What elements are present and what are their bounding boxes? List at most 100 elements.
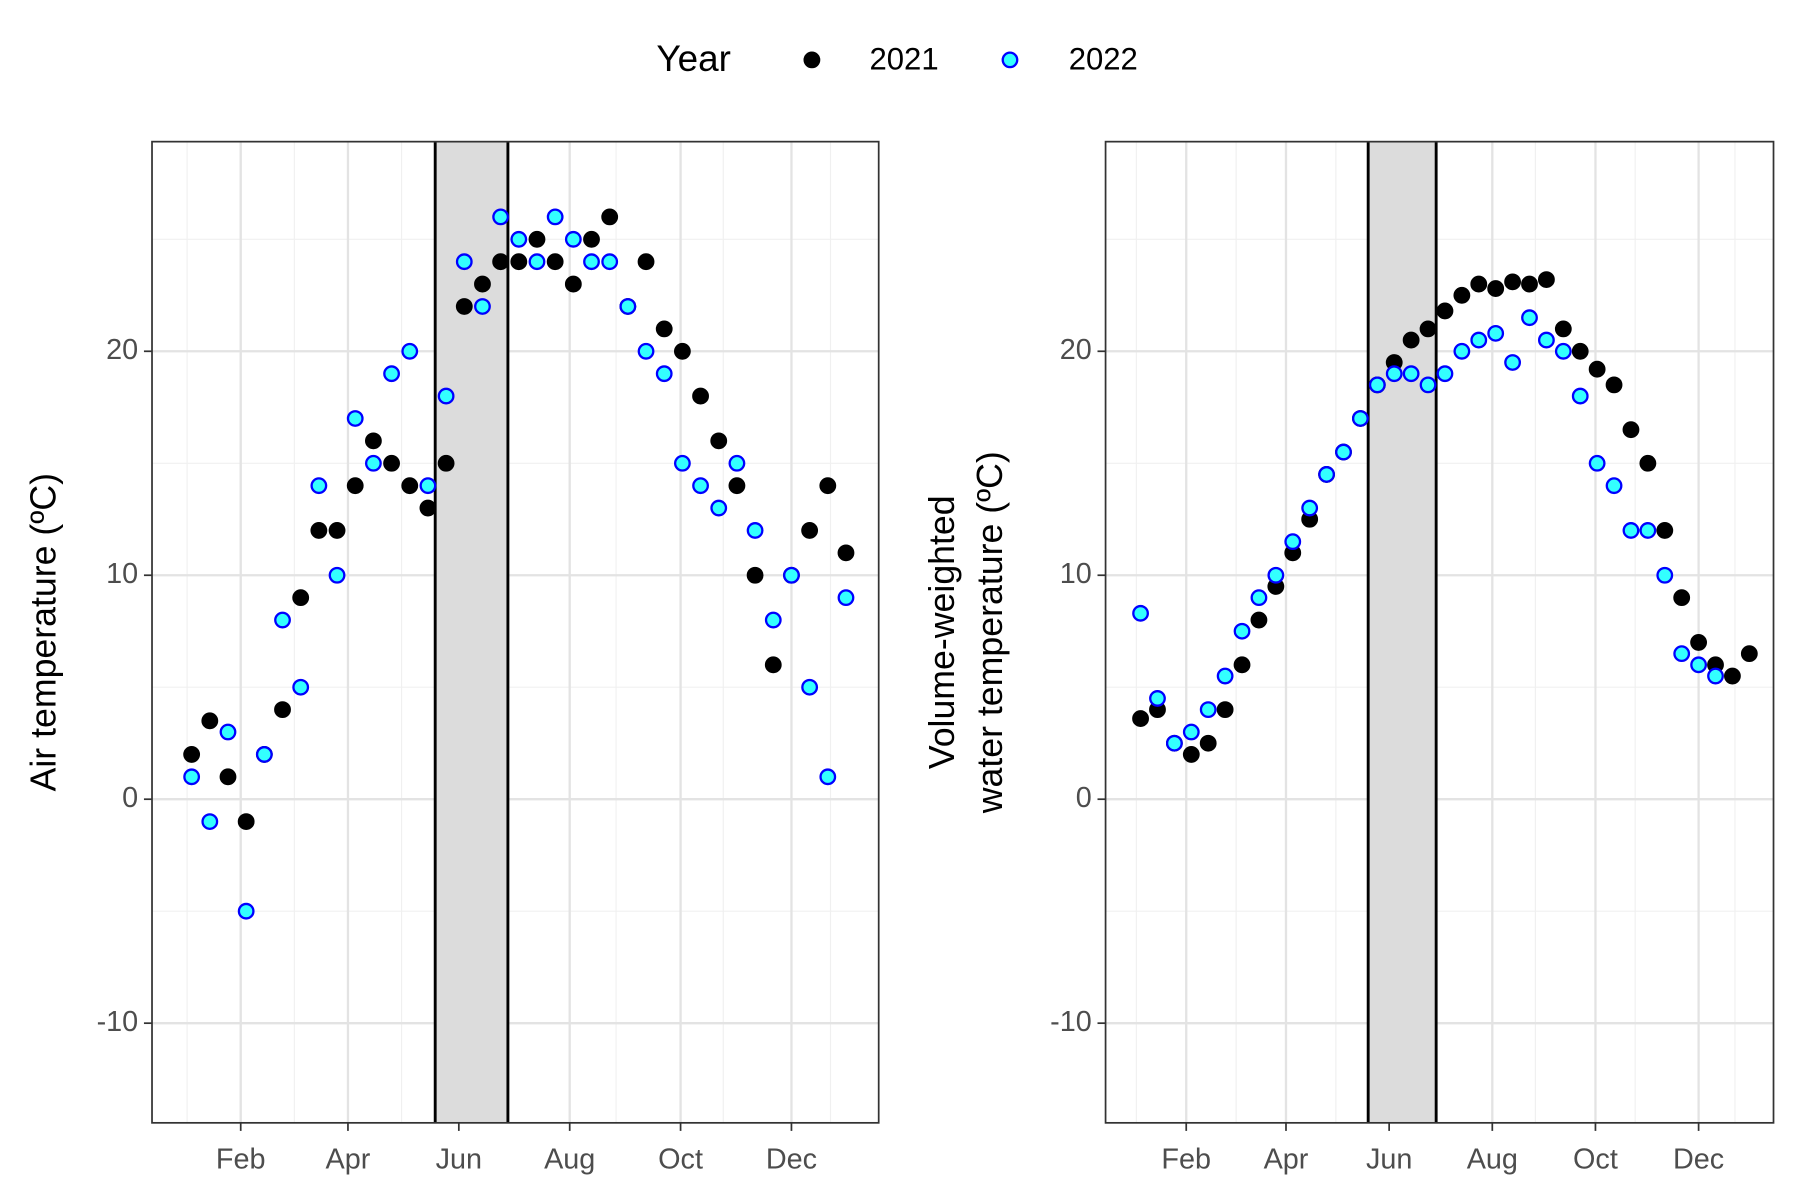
data-point <box>837 589 855 607</box>
data-point <box>819 768 837 786</box>
data-point <box>1436 302 1454 320</box>
data-point <box>1250 611 1268 629</box>
data-point <box>1605 376 1623 394</box>
x-tick-label: Apr <box>1264 1143 1309 1175</box>
data-point <box>673 342 691 360</box>
data-point <box>183 746 201 763</box>
data-point <box>346 410 364 427</box>
data-point <box>1622 421 1640 439</box>
x-tick-label: Jun <box>1366 1143 1412 1175</box>
x-tick-label: Feb <box>1161 1143 1211 1175</box>
data-point <box>819 477 837 495</box>
x-tick-label: Jun <box>436 1143 482 1175</box>
data-point <box>1504 273 1521 291</box>
legend-label: 2021 <box>869 41 938 76</box>
data-point <box>1385 365 1403 383</box>
data-point <box>1588 454 1606 472</box>
legend-marker <box>803 51 821 69</box>
x-tick-label: Oct <box>658 1143 703 1175</box>
data-point <box>619 298 637 315</box>
data-point <box>292 589 310 607</box>
data-point <box>401 342 419 360</box>
shaded-period <box>435 141 508 1123</box>
x-tick-label: Aug <box>1467 1143 1518 1175</box>
y-tick-label: 10 <box>106 558 138 590</box>
data-point <box>546 208 564 226</box>
data-point <box>1521 275 1538 293</box>
data-point <box>528 253 546 271</box>
data-point <box>1453 286 1471 304</box>
data-point <box>1639 454 1657 472</box>
data-point <box>1571 387 1589 405</box>
data-point <box>1605 477 1623 495</box>
data-point <box>492 253 510 271</box>
y-tick-label: 0 <box>122 782 138 814</box>
y-axis-title: water temperature (ºC) <box>970 451 1010 814</box>
data-point <box>292 678 310 696</box>
data-point <box>1335 443 1352 461</box>
data-point <box>1182 746 1200 763</box>
x-tick-label: Aug <box>544 1143 595 1175</box>
data-point <box>564 230 582 248</box>
data-point <box>1724 667 1741 685</box>
data-point <box>474 298 491 315</box>
data-point <box>1419 320 1437 338</box>
data-point <box>1656 566 1674 584</box>
data-point <box>1740 645 1758 663</box>
legend-title: Year <box>656 38 730 79</box>
y-tick-label: 20 <box>1060 334 1092 366</box>
data-point <box>746 566 764 584</box>
data-point <box>546 253 564 271</box>
data-point <box>1368 376 1386 394</box>
data-point <box>219 723 237 741</box>
data-point <box>383 365 400 383</box>
y-tick-label: 0 <box>1076 782 1092 814</box>
y-axis-title: Volume-weighted <box>922 495 962 769</box>
data-point <box>1504 354 1521 371</box>
data-point <box>601 208 619 226</box>
data-point <box>1216 701 1234 719</box>
data-point <box>764 611 782 629</box>
data-point <box>1351 410 1369 427</box>
data-point <box>1419 376 1437 394</box>
data-point <box>710 499 728 517</box>
y-tick-label: -10 <box>97 1006 139 1038</box>
data-point <box>1639 522 1657 539</box>
data-point <box>692 387 709 405</box>
data-point <box>364 454 382 472</box>
data-point <box>1622 522 1640 539</box>
data-point <box>1216 667 1234 685</box>
data-point <box>1301 499 1319 517</box>
y-tick-label: 20 <box>106 334 138 366</box>
data-point <box>1402 331 1420 349</box>
data-point <box>437 387 455 405</box>
plot-border <box>151 140 880 1124</box>
data-point <box>637 253 655 271</box>
data-point <box>510 230 528 248</box>
x-tick-label: Oct <box>1573 1143 1618 1175</box>
data-point <box>383 454 400 472</box>
data-point <box>1554 320 1572 338</box>
data-point <box>1673 589 1691 607</box>
data-point <box>1453 342 1471 360</box>
data-point <box>728 477 746 495</box>
data-point <box>583 230 600 248</box>
data-point <box>1318 466 1335 483</box>
data-point <box>201 712 219 730</box>
data-point <box>274 611 291 629</box>
data-point <box>783 566 800 584</box>
data-point <box>346 477 364 495</box>
data-point <box>837 544 855 562</box>
x-tick-label: Dec <box>766 1143 817 1175</box>
data-point <box>419 477 437 495</box>
data-point <box>474 275 491 293</box>
data-point <box>1673 645 1691 663</box>
data-point <box>1436 365 1454 383</box>
data-point <box>201 813 219 831</box>
shaded-period <box>1368 141 1437 1123</box>
data-point <box>1233 656 1251 674</box>
data-point <box>1690 656 1708 674</box>
data-point <box>801 522 819 539</box>
data-point <box>1690 634 1708 651</box>
